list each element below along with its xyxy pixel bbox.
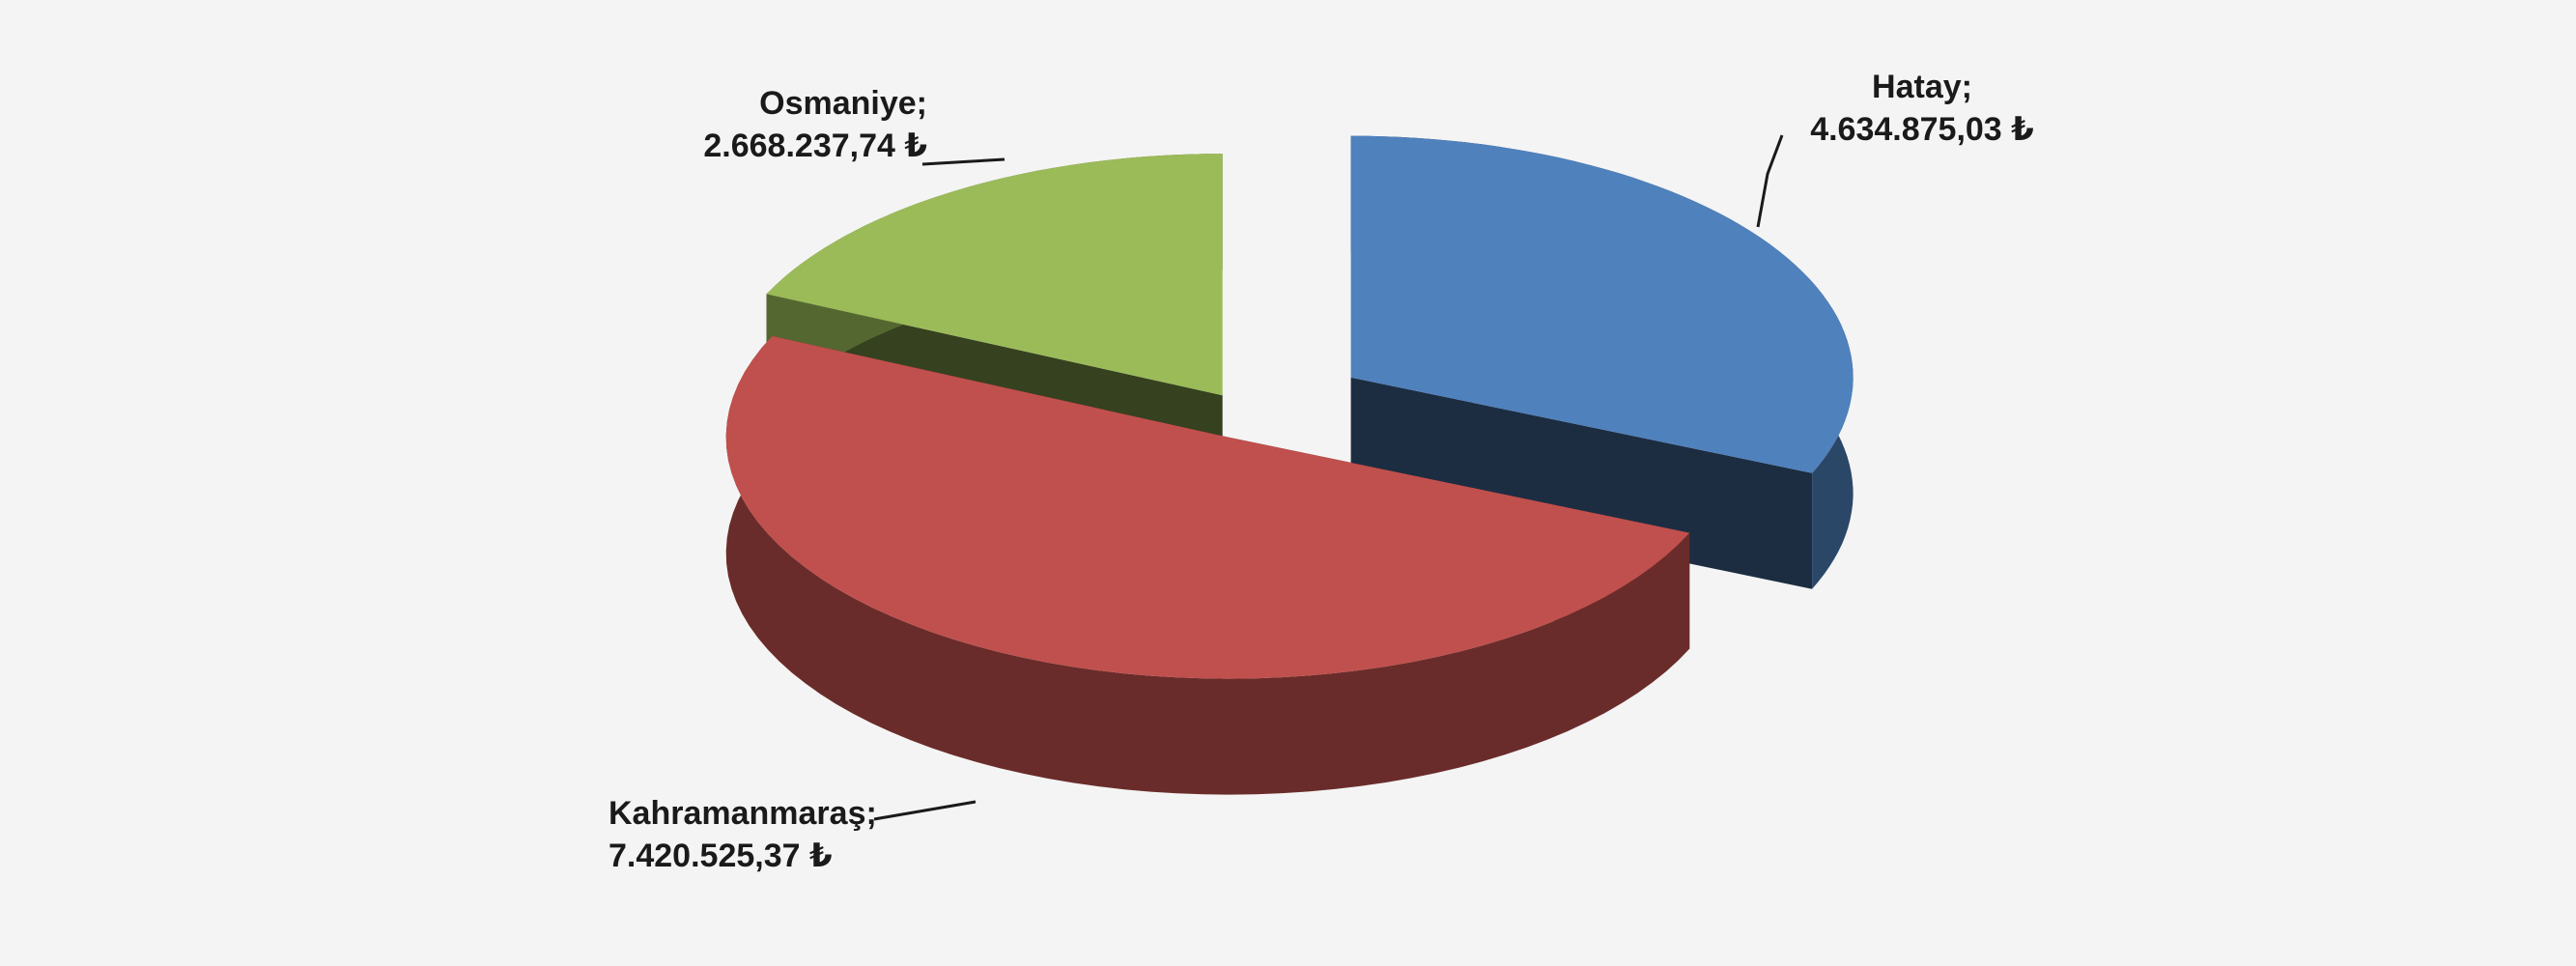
- slice-side: [725, 335, 1690, 795]
- slice: [725, 335, 1690, 795]
- data-label: Kahramanmaraş; 7.420.525,37 ₺: [609, 792, 898, 877]
- value-label: 4.634.875,03 ₺: [1810, 111, 2034, 148]
- slice-top: [725, 335, 1690, 679]
- leader-line: [873, 800, 977, 821]
- leader-line: [921, 157, 1005, 166]
- separator: ;: [916, 85, 927, 122]
- leader-line: [1756, 134, 1784, 228]
- value-label: 7.420.525,37 ₺: [609, 838, 833, 874]
- data-label: Hatay; 4.634.875,03 ₺: [1777, 66, 2067, 151]
- value-label: 2.668.237,74 ₺: [703, 128, 927, 164]
- category: Osmaniye: [759, 85, 917, 122]
- separator: ;: [865, 795, 877, 832]
- category: Kahramanmaraş: [609, 795, 866, 832]
- slice-top: [766, 154, 1223, 396]
- slice-top: [1350, 135, 1854, 473]
- pie: [725, 135, 1854, 795]
- category: Hatay: [1872, 69, 1962, 105]
- data-label: Osmaniye; 2.668.237,74 ₺: [618, 82, 927, 167]
- slice: [1350, 135, 1854, 589]
- leader-lines: [873, 134, 1784, 821]
- slice-wall: [1350, 377, 1813, 589]
- separator: ;: [1961, 69, 1972, 105]
